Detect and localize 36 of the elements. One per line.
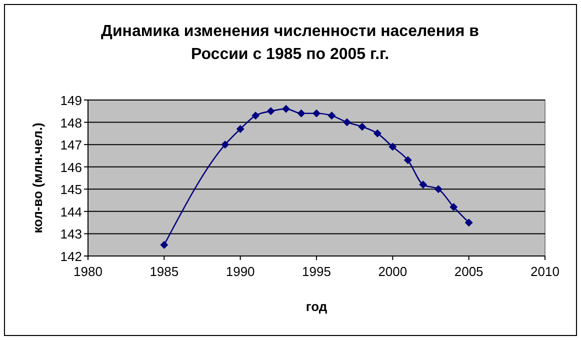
point <box>266 107 275 116</box>
point <box>464 218 473 227</box>
y-tick-label: 148 <box>60 115 82 130</box>
y-tick-label: 144 <box>60 204 82 220</box>
point <box>388 142 397 151</box>
point <box>312 109 320 118</box>
x-tick-label: 2005 <box>454 264 484 279</box>
x-tick-label: 1985 <box>150 264 179 279</box>
y-tick-label: 143 <box>60 226 82 242</box>
chart-title: Динамика изменения численности населения в России с 1985 по 2005 г.г. <box>101 23 480 63</box>
point <box>282 104 290 113</box>
y-axis-title: кол-во (млн.чел.) <box>30 122 45 234</box>
point <box>160 240 168 249</box>
y-tick-label: 147 <box>60 138 82 153</box>
y-tick-label: 146 <box>60 160 82 175</box>
x-axis-title: год <box>306 299 328 314</box>
point <box>252 112 260 120</box>
point <box>419 180 428 189</box>
x-tick-label: 1990 <box>226 264 255 279</box>
x-tick-label: 2000 <box>378 264 408 279</box>
point <box>434 185 442 194</box>
point <box>450 202 458 211</box>
point <box>358 122 366 131</box>
x-tick-label: 1995 <box>302 264 331 279</box>
point <box>221 140 230 149</box>
y-tick-label: 145 <box>60 182 82 198</box>
x-tick-label: 1980 <box>74 264 102 279</box>
point <box>297 109 306 118</box>
point <box>236 124 244 133</box>
point <box>404 156 412 164</box>
point <box>373 129 382 138</box>
point <box>328 112 336 120</box>
x-tick-label: 2010 <box>530 264 560 279</box>
point <box>342 118 351 126</box>
y-tick-label: 142 <box>60 249 82 264</box>
y-tick-label: 149 <box>60 93 82 108</box>
